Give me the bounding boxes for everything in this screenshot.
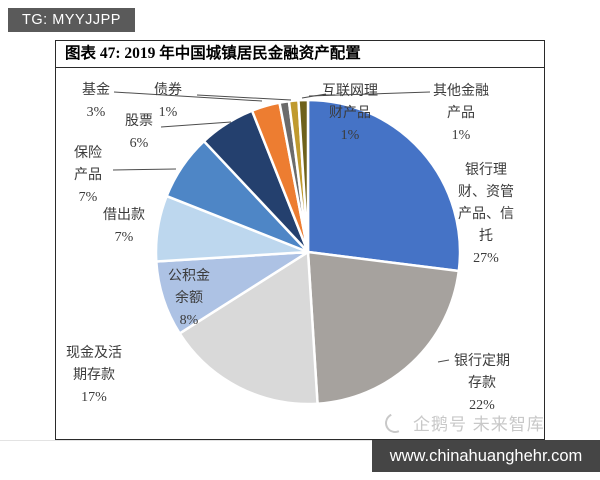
top-banner-text: TG: MYYJJPP	[22, 12, 121, 28]
pie-label-line: 期存款	[73, 368, 115, 383]
pie-label-line: 股票	[125, 114, 153, 129]
pie-label: 股票 6%	[125, 111, 153, 155]
pie-label-line: 22%	[469, 398, 495, 413]
leader-line-3	[160, 121, 232, 128]
top-banner: TG: MYYJJPP	[8, 8, 135, 32]
pie-label-line: 基金	[82, 83, 110, 98]
pie-label: 互联网理财产品 1%	[322, 81, 378, 147]
pie-label-line: 财、资管	[458, 185, 514, 200]
chart-title: 图表 47: 2019 年中国城镇居民金融资产配置	[56, 41, 544, 68]
pie-label-line: 托	[479, 229, 493, 244]
leader-line-4	[112, 168, 177, 171]
pie-label-line: 27%	[473, 251, 499, 266]
watermark: 企鹅号 未来智库	[382, 409, 545, 436]
pie-label-line: 6%	[129, 136, 149, 151]
pie-label-line: 1%	[340, 128, 360, 143]
pie-label-line: 借出款	[103, 208, 145, 223]
pie-label: 银行定期存款 22%	[454, 351, 510, 417]
pie-label-line: 银行理	[465, 163, 507, 178]
pie-label: 基金 3%	[82, 80, 110, 124]
pie-label: 借出款 7%	[103, 205, 145, 249]
leader-line-7	[437, 359, 450, 363]
pie-label-line: 17%	[81, 390, 107, 405]
pie-label-line: 7%	[114, 230, 134, 245]
pie-label-line: 公积金	[168, 269, 210, 284]
pie-label: 现金及活期存款 17%	[66, 343, 122, 409]
pie-label-line: 互联网理	[322, 84, 378, 99]
pie-label-line: 债券	[154, 83, 182, 98]
pie-slice-3	[178, 250, 319, 406]
pie-label-line: 1%	[451, 128, 471, 143]
pie-label: 银行理财、资管产品、信托 27%	[458, 160, 514, 270]
page-divider	[0, 440, 600, 441]
pie-slice-2	[306, 250, 461, 405]
pie-label-line: 1%	[158, 105, 178, 120]
pie-label-line: 3%	[86, 105, 106, 120]
leader-line-2	[196, 94, 292, 101]
pie-label: 其他金融产品 1%	[433, 81, 489, 147]
pie-label-line: 余额	[175, 291, 203, 306]
pie-slice-1	[306, 98, 462, 273]
watermark-text: 企鹅号 未来智库	[413, 415, 545, 434]
chart-frame: 图表 47: 2019 年中国城镇居民金融资产配置	[55, 40, 545, 440]
pie-label-line: 产品	[447, 106, 475, 121]
leader-line-1	[113, 91, 263, 102]
pie-label-line: 产品、信	[458, 207, 514, 222]
pie-label-line: 其他金融	[433, 84, 489, 99]
pie-label-line: 现金及活	[66, 346, 122, 361]
leader-line-6	[308, 91, 431, 97]
pie-label-line: 存款	[468, 376, 496, 391]
pie-label-line: 7%	[78, 190, 98, 205]
pie-label: 保险产品 7%	[74, 143, 102, 209]
pie-label: 公积金余额 8%	[168, 266, 210, 332]
penguin-outline-icon	[382, 409, 408, 436]
pie-label-line: 8%	[179, 313, 199, 328]
bottom-banner-text: www.chinahuanghehr.com	[389, 446, 583, 465]
pie-label-line: 产品	[74, 168, 102, 183]
pie-label-line: 财产品	[329, 106, 371, 121]
pie-label-line: 银行定期	[454, 354, 510, 369]
pie-label-line: 保险	[74, 146, 102, 161]
pie-label: 债券 1%	[154, 80, 182, 124]
pie-slice-11	[297, 98, 310, 254]
bottom-banner: www.chinahuanghehr.com	[372, 440, 600, 472]
